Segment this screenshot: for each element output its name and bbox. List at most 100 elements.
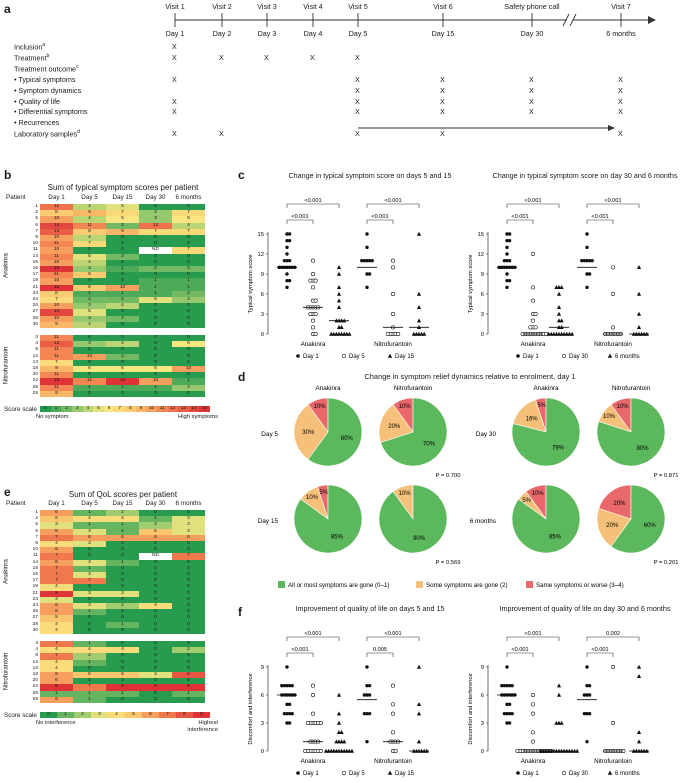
patient-id: 16: [32, 266, 38, 271]
heatmap-cell: 7: [40, 653, 73, 660]
heatmap-cell: 0: [106, 272, 139, 279]
score-scale-swatch: 10: [146, 406, 157, 413]
data-point: [533, 325, 538, 330]
y-tick-label: 9: [261, 665, 264, 671]
data-point: [610, 664, 615, 669]
heatmap-cell: 0: [139, 241, 172, 248]
heatmap-cell: 3: [73, 541, 106, 548]
data-point: [313, 278, 318, 283]
panel-d-title: Change in symptom relief dynamics relati…: [364, 372, 576, 381]
heatmap-cell: 0: [106, 541, 139, 548]
pie-slice-label: 60%: [644, 523, 657, 529]
data-point: [329, 331, 334, 336]
legend-label: Same symptoms or worse (3–4): [536, 582, 624, 589]
heatmap-cell: 2: [106, 253, 139, 260]
data-point: [308, 278, 313, 283]
legend-label: All or most symptoms are gone (0–1): [288, 582, 389, 589]
heatmap-cell: ND: [139, 553, 172, 560]
treatment-group-label: Anakinra: [2, 559, 10, 584]
data-point: [530, 693, 535, 698]
data-point: [287, 232, 292, 236]
heatmap-cell: 1: [106, 690, 139, 697]
pie-slice-label: 10%: [306, 495, 319, 501]
data-point: [556, 683, 562, 688]
data-point: [556, 692, 562, 697]
data-point: [585, 693, 589, 697]
data-point: [285, 258, 289, 263]
heatmap-cell: 10: [40, 216, 73, 223]
heatmap-cell: 0: [106, 653, 139, 660]
panel-label-d: d: [238, 370, 246, 384]
patient-id: 16: [32, 572, 38, 577]
y-tick-label: 15: [478, 232, 484, 238]
patient-id: 28: [32, 621, 38, 627]
heatmap-cell: 6: [40, 603, 73, 610]
schedule-mark: X: [618, 96, 623, 106]
heatmap-cell: 4: [40, 541, 73, 548]
heatmap-cell: 2: [106, 603, 139, 610]
data-point: [287, 238, 292, 243]
data-point: [587, 683, 592, 688]
timeline-axis: [174, 13, 656, 131]
patient-id: 21: [32, 590, 38, 596]
heatmap-cell: 1: [139, 516, 172, 523]
patient-id: 27: [32, 615, 38, 621]
legend-label: Day 5: [349, 354, 365, 360]
heatmap-cell: 14: [40, 222, 73, 229]
data-point: [507, 683, 512, 688]
data-point: [585, 232, 589, 236]
heatmap-cell: 1: [73, 510, 106, 517]
data-point: [391, 292, 396, 297]
panel-f-left-title: Improvement of quality of life on days 5…: [295, 604, 445, 613]
pie-slice-label: 85%: [549, 535, 562, 541]
heatmap-cell: 1: [106, 528, 139, 535]
heatmap-cell: 3: [73, 303, 106, 310]
significance-bracket: [366, 652, 394, 657]
data-point: [575, 748, 580, 753]
patient-id: 26: [32, 303, 38, 309]
schedule-mark: X: [355, 74, 360, 84]
pie-slice: [293, 484, 363, 554]
pie-slice-label: 5%: [537, 403, 546, 409]
data-point: [416, 318, 422, 323]
pie-row-label: 6 months: [470, 518, 496, 525]
data-point: [559, 285, 564, 290]
heatmap-cell: 0: [172, 572, 205, 579]
heatmap-cell: 7: [40, 565, 73, 572]
timeline-arrowhead: [648, 16, 656, 24]
heatmap-column-header: Patient: [6, 194, 26, 201]
data-point: [313, 332, 318, 337]
score-scale-swatch: 3: [91, 712, 108, 719]
heatmap-cell: 0: [139, 235, 172, 242]
score-scale-swatch: 0: [40, 406, 51, 413]
heatmap-cell: 7: [40, 297, 73, 304]
heatmap-cell: 0: [139, 309, 172, 316]
pie-slice: [596, 508, 632, 547]
patient-id: 15: [32, 565, 38, 571]
data-point: [505, 238, 509, 243]
data-point: [416, 305, 422, 310]
data-point: [339, 325, 344, 330]
p-value-label: <0.001: [304, 198, 321, 204]
p-value-label: <0.001: [384, 198, 401, 204]
heatmap-cell: 1: [139, 278, 172, 285]
heatmap-cell: 0: [172, 235, 205, 242]
heatmap-cell: 0: [139, 541, 172, 548]
p-value-label: P = 0.871: [654, 473, 679, 479]
pie-slice: [293, 404, 329, 460]
data-point: [287, 721, 292, 725]
significance-bracket: [286, 652, 314, 657]
significance-bracket: [366, 203, 420, 208]
y-tick-label: 6: [481, 292, 484, 298]
heatmap-cell: 3: [73, 341, 106, 348]
pie-slice-label: 10%: [617, 404, 630, 410]
legend-label: 6 months: [615, 354, 640, 360]
legend-marker: [561, 770, 567, 776]
score-scale-swatch: 8: [176, 712, 193, 719]
legend-label: Day 1: [523, 354, 539, 360]
data-point: [636, 674, 642, 679]
data-point: [365, 245, 369, 250]
heatmap-cell: 1: [139, 384, 172, 391]
data-point: [530, 711, 535, 716]
heatmap-cell: 0: [106, 259, 139, 266]
